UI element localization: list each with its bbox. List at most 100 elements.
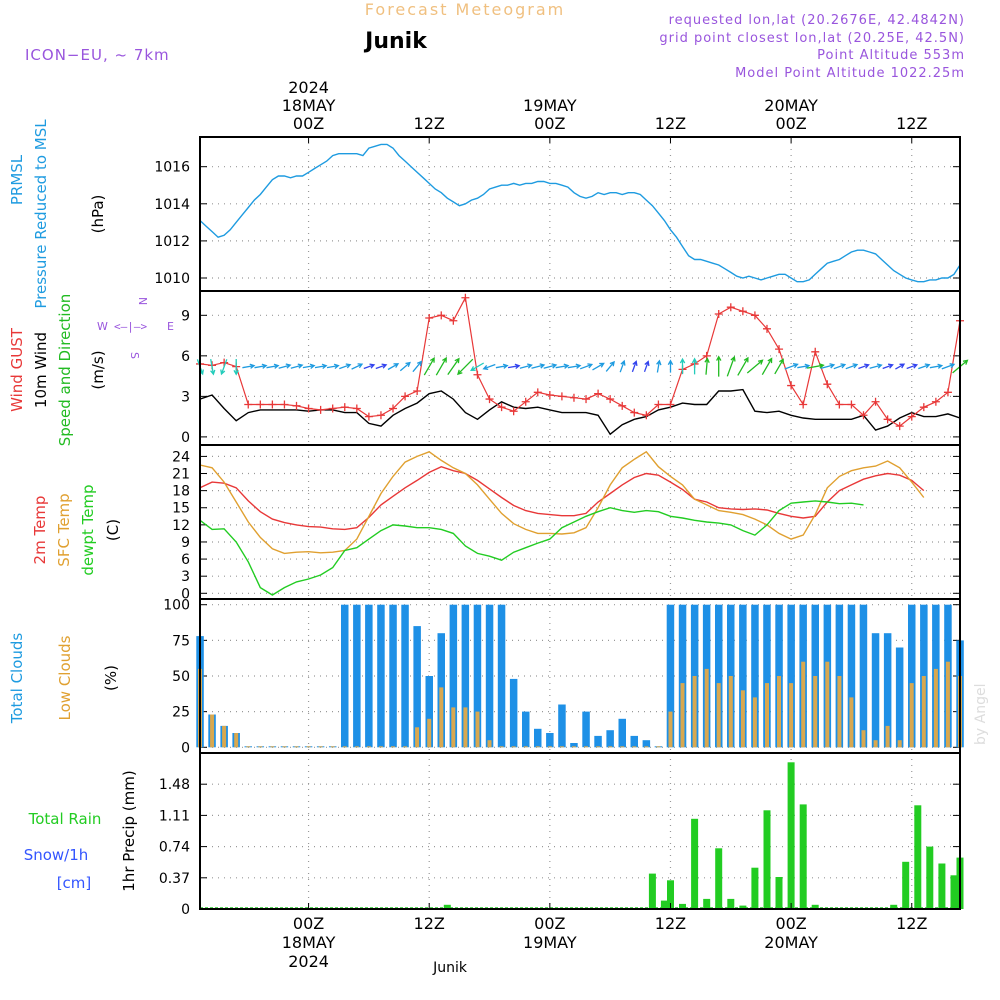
gust-marker bbox=[847, 400, 856, 409]
gust-marker bbox=[606, 395, 615, 404]
wind-arrow bbox=[906, 363, 919, 370]
y-tick-label: 0.74 bbox=[159, 840, 190, 856]
wind-arrow bbox=[858, 363, 870, 370]
gust-marker bbox=[304, 404, 313, 413]
wind-arrow bbox=[519, 363, 533, 369]
wind-arrow bbox=[531, 363, 546, 369]
time-tick-label-bottom: 19MAY bbox=[523, 933, 577, 952]
panel-label: [cm] bbox=[57, 874, 92, 892]
time-tick-label-top: 00Z bbox=[775, 114, 806, 133]
y-tick-label: 0 bbox=[181, 902, 190, 918]
bar-precip bbox=[775, 877, 783, 909]
bar-clouds bbox=[522, 711, 530, 748]
panel-frame bbox=[199, 136, 961, 292]
gust-marker bbox=[328, 404, 337, 413]
panel-label: Speed and Direction bbox=[56, 294, 74, 447]
bar-clouds bbox=[789, 683, 794, 748]
bar-clouds bbox=[559, 746, 564, 748]
bar-precip bbox=[443, 904, 451, 909]
gust-marker bbox=[859, 411, 868, 420]
gust-marker bbox=[750, 311, 759, 320]
gust-marker bbox=[654, 400, 663, 409]
bar-clouds bbox=[668, 711, 673, 748]
model-altitude: Model Point Altitude 1022.25m bbox=[735, 66, 965, 81]
wind-arrow bbox=[761, 357, 773, 376]
gust-marker bbox=[413, 386, 422, 395]
bar-precip bbox=[751, 867, 759, 909]
gust-marker bbox=[931, 397, 940, 406]
y-tick-label: 15 bbox=[172, 501, 190, 517]
gust-marker bbox=[244, 400, 253, 409]
time-tick-label-top: 2024 bbox=[288, 78, 329, 97]
bar-clouds bbox=[487, 740, 492, 748]
gust-marker bbox=[594, 389, 603, 398]
wind-arrow bbox=[895, 363, 906, 370]
panel-label: Pressure Reduced to MSL bbox=[32, 119, 50, 309]
gust-marker bbox=[919, 403, 928, 412]
bar-clouds bbox=[945, 661, 950, 748]
gust-marker bbox=[642, 411, 651, 420]
bar-precip bbox=[799, 804, 807, 909]
wind-arrow bbox=[631, 360, 638, 373]
bar-precip bbox=[926, 846, 934, 909]
bar-clouds bbox=[632, 746, 637, 748]
bar-clouds bbox=[692, 676, 697, 748]
wind-arrow bbox=[457, 358, 474, 376]
bar-clouds bbox=[849, 697, 854, 748]
wind-arrow bbox=[929, 363, 944, 369]
wind-arrow bbox=[579, 363, 594, 370]
wind-arrow bbox=[555, 363, 570, 369]
bar-clouds bbox=[270, 746, 275, 748]
wind-arrow bbox=[210, 358, 216, 376]
panel-frame bbox=[199, 752, 961, 910]
y-tick-label: 18 bbox=[172, 484, 190, 500]
bar-clouds bbox=[463, 707, 468, 748]
bar-precip bbox=[890, 904, 898, 909]
wind-arrow bbox=[619, 359, 626, 373]
wind-arrow bbox=[941, 363, 956, 370]
requested-coords: requested lon,lat (20.2676E, 42.4842N) bbox=[669, 13, 965, 28]
bar-clouds bbox=[740, 690, 745, 748]
compass-n: N bbox=[136, 297, 149, 305]
bar-clouds bbox=[258, 746, 263, 748]
gust-marker bbox=[702, 351, 711, 360]
wind-arrow bbox=[716, 355, 722, 377]
y-tick-label: 0 bbox=[181, 586, 190, 602]
bar-clouds bbox=[475, 711, 480, 748]
compass-arrow: <–|–> bbox=[114, 320, 147, 333]
bar-clouds bbox=[353, 604, 361, 748]
bar-clouds bbox=[704, 668, 709, 748]
panel-label: (hPa) bbox=[89, 195, 107, 234]
gust-marker bbox=[895, 422, 904, 431]
gust-marker bbox=[775, 345, 784, 354]
time-tick-label-bottom: 00Z bbox=[293, 914, 324, 933]
gust-marker bbox=[364, 412, 373, 421]
bar-clouds bbox=[427, 718, 432, 748]
y-tick-label: 100 bbox=[163, 598, 190, 614]
gust-marker bbox=[497, 403, 506, 412]
panel-pressure: 1010 1012 1014 1016 PRMSL Pressure Reduced to… bbox=[8, 119, 961, 309]
gust-marker bbox=[376, 411, 385, 420]
bar-clouds bbox=[594, 735, 602, 748]
bar-clouds bbox=[246, 746, 251, 748]
gust-marker bbox=[292, 401, 301, 410]
wind-arrow bbox=[643, 360, 650, 373]
bar-clouds bbox=[341, 604, 349, 748]
bar-clouds bbox=[282, 746, 287, 748]
time-tick-label-bottom: 12Z bbox=[896, 914, 927, 933]
bar-clouds bbox=[570, 743, 578, 748]
gust-marker bbox=[871, 397, 880, 406]
bar-clouds bbox=[618, 718, 626, 748]
bar-clouds bbox=[461, 604, 470, 748]
wind-arrow bbox=[254, 363, 268, 369]
wind-arrow bbox=[302, 363, 316, 370]
y-tick-label: 75 bbox=[172, 633, 190, 649]
wind-arrow bbox=[363, 363, 376, 370]
bar-clouds bbox=[883, 633, 892, 748]
bar-clouds bbox=[535, 746, 540, 748]
panel-label: 10m Wind bbox=[32, 332, 50, 408]
wind-arrow bbox=[784, 363, 799, 370]
compass-s: S bbox=[128, 352, 141, 359]
forecast-title: Forecast Meteogram bbox=[365, 0, 565, 19]
